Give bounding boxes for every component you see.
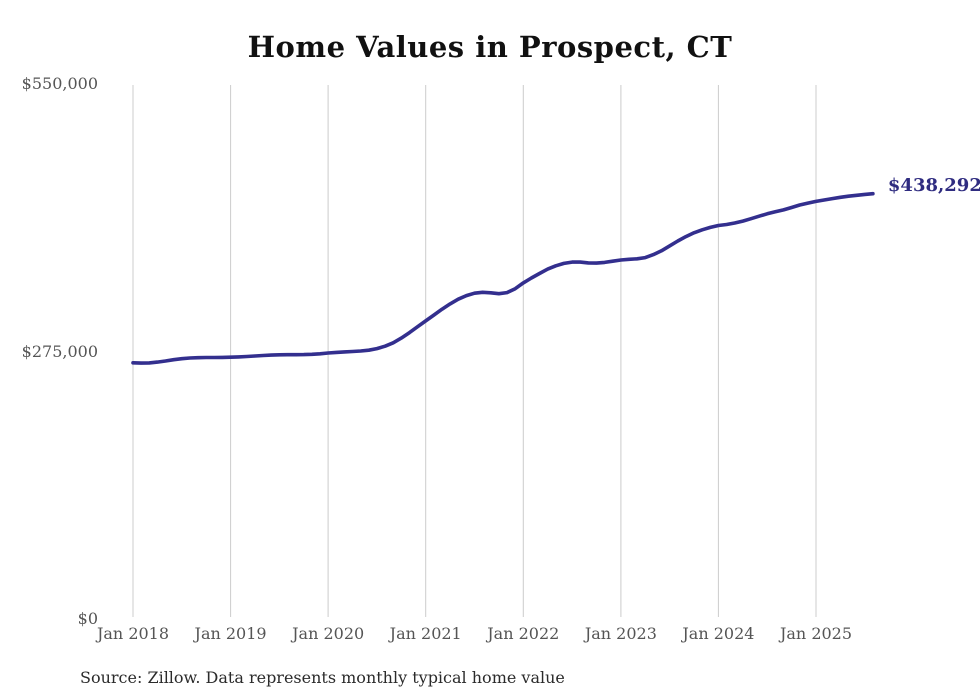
gridlines: [132, 85, 817, 617]
x-tick-jan-2023: Jan 2023: [584, 624, 657, 643]
x-tick-jan-2022: Jan 2022: [487, 624, 560, 643]
chart-title: Home Values in Prospect, CT: [247, 30, 733, 64]
x-tick-jan-2024: Jan 2024: [682, 624, 755, 643]
source-note: Source: Zillow. Data represents monthly …: [80, 668, 565, 687]
x-tick-jan-2021: Jan 2021: [389, 624, 462, 643]
home-value-line: [131, 191, 875, 365]
x-tick-jan-2025: Jan 2025: [779, 624, 853, 643]
x-tick-jan-2019: Jan 2019: [194, 624, 267, 643]
x-tick-jan-2020: Jan 2020: [292, 624, 365, 643]
x-tick-jan-2018: Jan 2018: [96, 624, 170, 643]
latest-value-annotation: $438,292: [887, 174, 980, 196]
y-tick-275000: $275,000: [21, 341, 98, 361]
y-tick-550000: $550,000: [21, 74, 98, 93]
y-tick-0: $0: [77, 609, 98, 628]
